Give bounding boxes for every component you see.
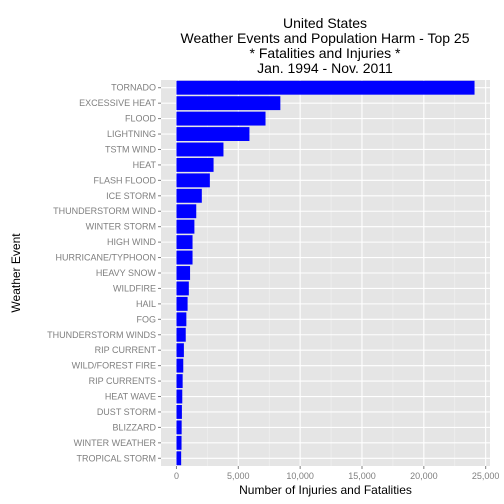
y-tick-label: FLASH FLOOD: [93, 175, 156, 185]
bar-dust-storm: [176, 405, 182, 419]
y-tick-label: WILD/FOREST FIRE: [72, 361, 156, 371]
bar-tornado: [176, 80, 475, 95]
bars: [176, 80, 475, 466]
bar-excessive-heat: [176, 96, 281, 111]
y-tick-label: TSTM WIND: [105, 144, 156, 154]
y-tick-label: FOG: [137, 314, 157, 324]
y-axis-ticks: TORNADO EXCESSIVE HEAT FLOOD LIGHTNING TSTM …: [47, 83, 161, 463]
chart-title-line: United States: [283, 15, 367, 31]
y-tick-label: WILDFIRE: [113, 283, 156, 293]
y-tick-label: LIGHTNING: [107, 129, 156, 139]
y-tick-label: RIP CURRENT: [95, 345, 157, 355]
bar-high-wind: [176, 235, 193, 250]
chart-title-line: * Fatalities and Injuries *: [250, 45, 402, 61]
y-tick-label: HIGH WIND: [107, 237, 156, 247]
bar-lightning: [176, 127, 250, 141]
y-tick-label: HEAT WAVE: [105, 392, 156, 402]
y-tick-label: RIP CURRENTS: [89, 376, 156, 386]
y-tick-label: HEAVY SNOW: [96, 268, 157, 278]
y-tick-label: FLOOD: [125, 114, 157, 124]
bar-heavy-snow: [176, 266, 191, 280]
bar-thunderstorm-winds: [176, 327, 186, 342]
y-tick-label: TORNADO: [111, 83, 156, 93]
bar-winter-storm: [176, 219, 195, 234]
x-tick-label: 0: [174, 471, 179, 481]
y-tick-label: TROPICAL STORM: [76, 453, 156, 463]
x-tick-label: 10,000: [286, 471, 314, 481]
y-tick-label: HAIL: [136, 299, 156, 309]
y-axis-title: Weather Event: [9, 233, 23, 313]
y-tick-label: ICE STORM: [106, 191, 156, 201]
y-tick-label: EXCESSIVE HEAT: [79, 98, 156, 108]
y-tick-label: DUST STORM: [97, 407, 156, 417]
y-tick-label: BLIZZARD: [112, 422, 156, 432]
x-axis-title: Number of Injuries and Fatalities: [239, 483, 412, 497]
bar-flood: [176, 111, 266, 126]
x-tick-label: 20,000: [410, 471, 438, 481]
bar-flash-flood: [176, 173, 210, 188]
bar-rip-currents: [176, 374, 183, 389]
bar-tstm-wind: [176, 142, 224, 157]
bar-hail: [176, 296, 188, 311]
x-axis-ticks: 0 5,000 10,000 15,000 20,000 25,000: [174, 466, 499, 481]
bar-wild-forest-fire: [176, 358, 184, 373]
chart-title-line: Weather Events and Population Harm - Top…: [181, 30, 470, 46]
chart-title-line: Jan. 1994 - Nov. 2011: [257, 60, 393, 76]
bar-heat-wave: [176, 389, 183, 404]
bar-tropical-storm: [176, 451, 182, 466]
bar-ice-storm: [176, 188, 202, 203]
bar-wildfire: [176, 281, 189, 296]
y-tick-label: THUNDERSTORM WIND: [53, 206, 156, 216]
bar-hurricane-typhoon: [176, 250, 193, 265]
y-tick-label: THUNDERSTORM WINDS: [47, 330, 156, 340]
x-tick-label: 5,000: [227, 471, 250, 481]
y-tick-label: HEAT: [133, 160, 157, 170]
bar-winter-weather: [176, 435, 182, 450]
y-tick-label: WINTER WEATHER: [74, 438, 157, 448]
y-tick-label: WINTER STORM: [86, 222, 156, 232]
bar-fog: [176, 312, 187, 327]
bar-blizzard: [176, 420, 182, 435]
bar-heat: [176, 157, 214, 172]
x-tick-label: 15,000: [348, 471, 376, 481]
x-tick-label: 25,000: [472, 471, 500, 481]
bar-rip-current: [176, 343, 184, 358]
bar-thunderstorm-wind: [176, 204, 197, 219]
y-tick-label: HURRICANE/TYPHOON: [55, 253, 156, 263]
